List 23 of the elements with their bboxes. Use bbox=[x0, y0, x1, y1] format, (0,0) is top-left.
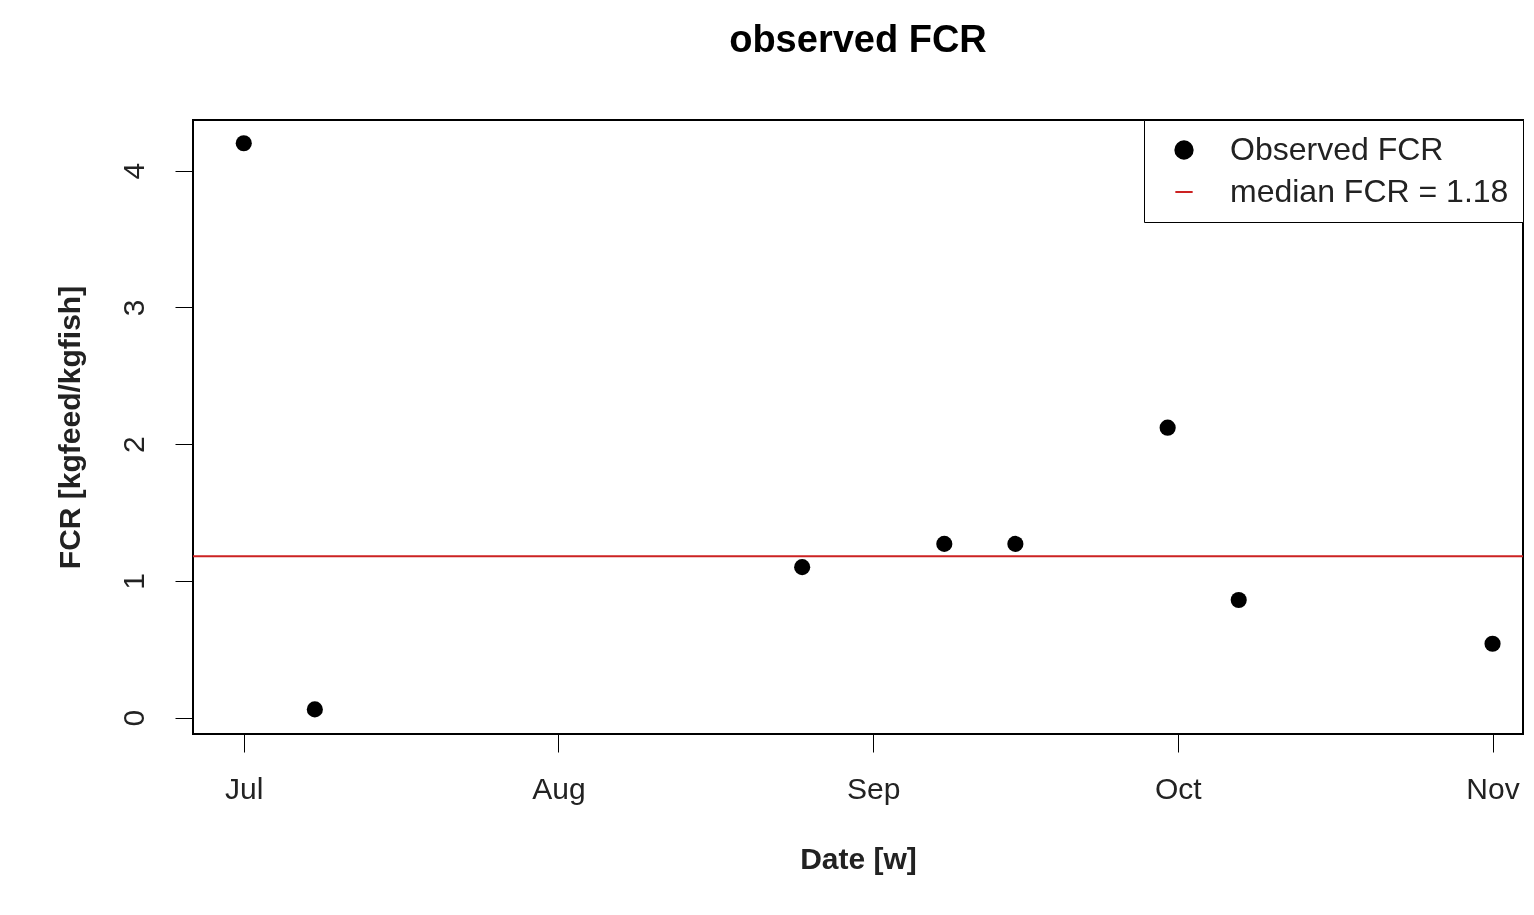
point bbox=[1159, 419, 1176, 436]
legend-label: Observed FCR bbox=[1230, 131, 1444, 167]
y-tick-label: 4 bbox=[116, 162, 150, 180]
point bbox=[794, 559, 811, 576]
y-tick-label: 2 bbox=[116, 436, 150, 453]
y-axis-title: FCR [kgfeed/kgfish] bbox=[52, 285, 86, 570]
point bbox=[1007, 535, 1024, 552]
y-tick-label: 0 bbox=[116, 709, 150, 727]
legend-label: median FCR = 1.18 bbox=[1230, 173, 1509, 209]
x-tick-label: Jul bbox=[225, 771, 264, 805]
chart-title: observed FCR bbox=[729, 17, 987, 60]
y-tick-label: 3 bbox=[116, 299, 150, 317]
x-tick-label: Sep bbox=[847, 771, 901, 805]
point bbox=[936, 535, 953, 552]
point bbox=[235, 135, 252, 152]
x-axis-title: Date [w] bbox=[800, 841, 917, 875]
x-tick-label: Aug bbox=[532, 771, 586, 805]
point bbox=[1484, 635, 1501, 652]
x-tick-label: Nov bbox=[1466, 771, 1520, 805]
point bbox=[306, 701, 323, 718]
y-tick-label: 1 bbox=[116, 573, 150, 590]
x-tick-label: Oct bbox=[1154, 771, 1203, 805]
point bbox=[1230, 591, 1247, 609]
